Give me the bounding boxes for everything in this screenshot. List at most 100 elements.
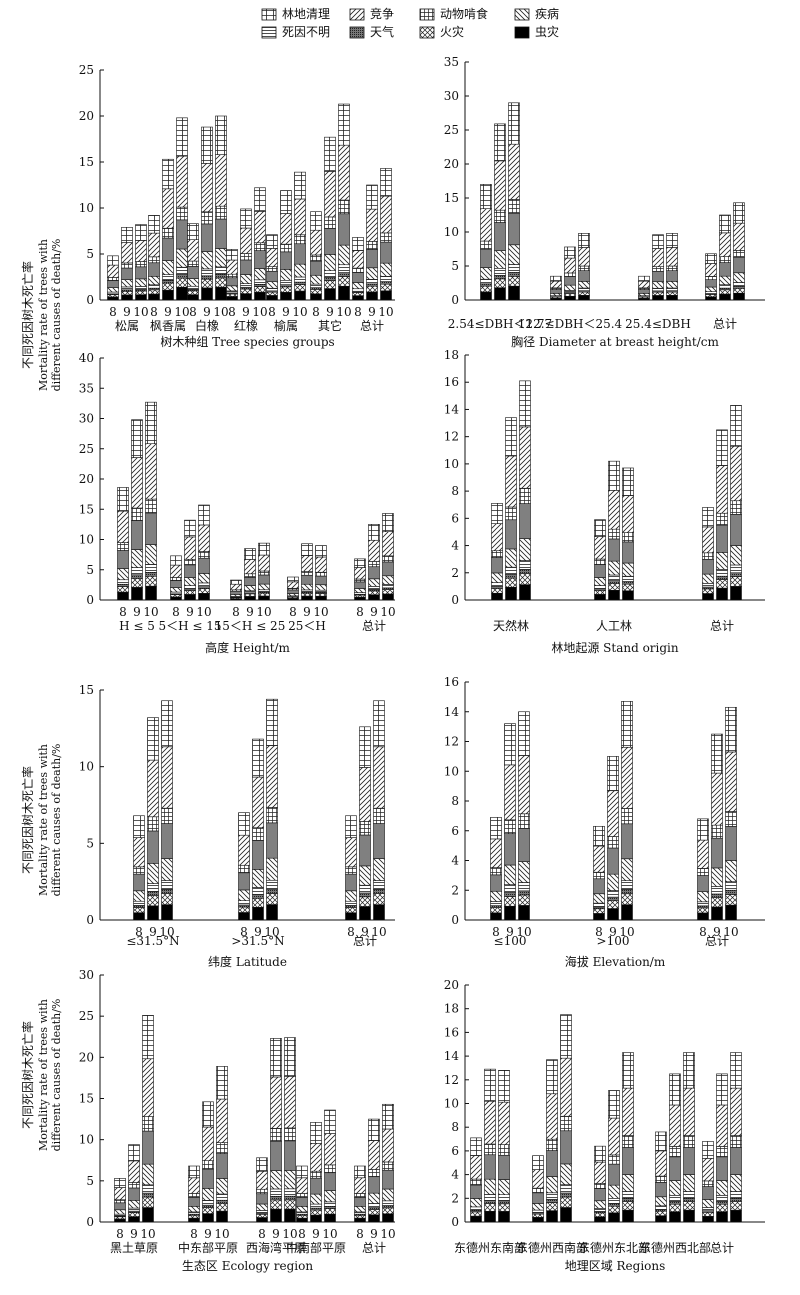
bar-segment-xhatch (484, 1203, 496, 1212)
bar-segment-diag (114, 1187, 126, 1201)
bar-segment-black (470, 1215, 482, 1223)
bar-segment-diag (519, 426, 531, 489)
y-tick-label: 2 (451, 566, 459, 580)
bar-segment-hlines (484, 1194, 496, 1201)
bar-segment-diag (733, 222, 745, 251)
bar-segment-hlines (162, 274, 174, 281)
bar-segment-dense (366, 283, 378, 287)
bar-segment-disease (345, 873, 357, 892)
bar-segment-dense (622, 1197, 634, 1202)
bar-segment-rdiag (508, 244, 520, 265)
bar-segment-hlines (380, 276, 392, 282)
bar-segment-xhatch (368, 1209, 380, 1216)
bar-segment-grid (382, 513, 394, 532)
bar-segment-disease (546, 1150, 558, 1177)
bar-segment-hlines (578, 287, 590, 291)
bar-segment-rdiag (490, 890, 502, 902)
bar-segment-xhatch (578, 291, 590, 296)
bar-segment-cross (284, 1127, 296, 1142)
bar-segment-grid (128, 1144, 140, 1162)
bar-segment-xhatch (702, 1212, 714, 1217)
bar-segment-xhatch (546, 1202, 558, 1211)
bar-segment-rdiag (652, 281, 664, 289)
bar-segment-disease (519, 503, 531, 539)
bar-segment-rdiag (114, 1209, 126, 1215)
bar-stack (114, 1178, 126, 1223)
bar-segment-cross (354, 1193, 366, 1198)
bar-segment-cross (135, 261, 147, 268)
bar-segment-grid (198, 504, 210, 526)
y-tick-label: 12 (444, 735, 459, 749)
bar-segment-hlines (117, 579, 129, 585)
y-tick-label: 8 (451, 484, 459, 498)
bar-segment-hlines (669, 1195, 681, 1202)
bar-segment-rdiag (294, 263, 306, 278)
bar-segment-xhatch (607, 900, 619, 909)
bar-segment-hlines (135, 286, 147, 290)
bar-segment-grid (702, 1141, 714, 1159)
bar-segment-dense (238, 904, 250, 908)
bar-segment-rdiag (705, 286, 717, 292)
bar-segment-rdiag (142, 1163, 154, 1186)
category-label: 中东部平原 (178, 1240, 238, 1255)
bar-segment-dense (359, 892, 371, 898)
bar-segment-dense (216, 1199, 228, 1204)
bar-stack (121, 227, 133, 301)
bar-segment-xhatch (494, 278, 506, 288)
bar-stack (226, 249, 238, 301)
bar-segment-rdiag (135, 278, 147, 287)
bar-stack (470, 1137, 482, 1223)
bar-segment-diag (368, 1140, 380, 1170)
bar-segment-diag (230, 583, 242, 591)
bar-segment-cross (683, 1135, 695, 1148)
bar-label: 10 (380, 1227, 395, 1241)
bar-segment-black (359, 906, 371, 921)
bar-stack (373, 700, 385, 921)
bar-segment-black (608, 589, 620, 601)
bar-segment-diag (238, 834, 250, 866)
bar-segment-disease (170, 580, 182, 588)
bar-segment-dense (215, 273, 227, 279)
bar-segment-diag (494, 160, 506, 211)
bar-label: 9 (361, 925, 369, 939)
bar-label: 8 (492, 925, 500, 939)
bar-segment-hlines (240, 283, 252, 288)
bar-stack (258, 542, 270, 601)
bar-stack (133, 815, 145, 921)
bar-segment-black (504, 905, 516, 921)
legend-item: 疾病 (514, 6, 559, 21)
bar-segment-grid (354, 558, 366, 568)
bar-segment-rdiag (345, 890, 357, 902)
bar-stack (216, 1066, 228, 1223)
bar-segment-xhatch (301, 592, 313, 597)
bar-stack (280, 190, 292, 301)
bar-segment-xhatch (382, 589, 394, 595)
bar-segment-black (354, 596, 366, 601)
bar-segment-black (284, 1208, 296, 1223)
bar-segment-cross (338, 199, 350, 215)
bar-segment-diag (107, 264, 119, 278)
bar-segment-cross (607, 836, 619, 849)
y-tick-label: 10 (79, 201, 94, 215)
bar-segment-dense (284, 1195, 296, 1201)
bar-segment-rdiag (184, 577, 196, 586)
bar-segment-diag (622, 495, 634, 533)
bar-segment-black (294, 290, 306, 301)
bar-stack (622, 1052, 634, 1223)
bar-segment-grid (725, 706, 737, 753)
bar-segment-grid (310, 1122, 322, 1144)
bar-segment-rdiag (484, 1178, 496, 1195)
y-tick-label: 6 (451, 511, 459, 525)
bar-segment-cross (266, 266, 278, 272)
bar-label: 10 (214, 1227, 229, 1241)
y-tick-label: 18 (444, 348, 459, 362)
bar-segment-grid (730, 405, 742, 447)
bar-segment-dense (252, 894, 264, 899)
bar-segment-hlines (498, 1194, 510, 1202)
legend-swatch (349, 26, 365, 39)
bar-stack (287, 576, 299, 601)
bar-stack (504, 723, 516, 921)
bar-label: 9 (203, 305, 211, 319)
bar-segment-dense (324, 276, 336, 281)
